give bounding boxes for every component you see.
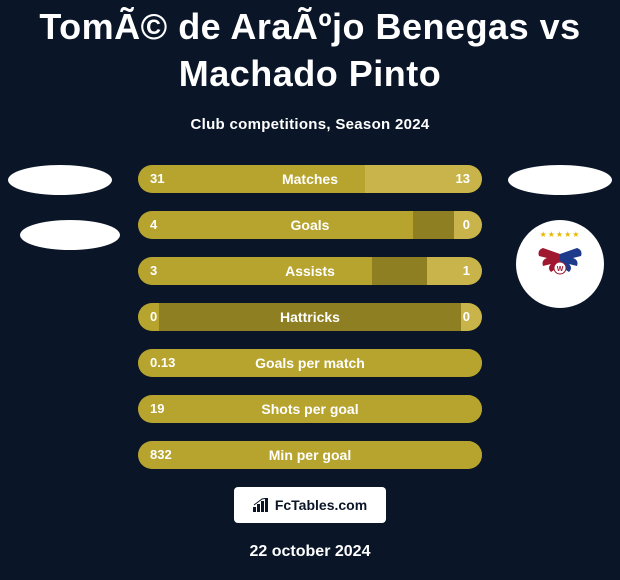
bar-chart-icon <box>253 498 271 512</box>
stat-row: 3113Matches <box>138 165 482 193</box>
club-badge-inner: ★★★★★ W <box>530 234 590 294</box>
club-badge-stars: ★★★★★ <box>530 230 590 239</box>
player-right-avatar <box>508 165 612 195</box>
stat-row: 40Goals <box>138 211 482 239</box>
comparison-infographic: TomÃ© de AraÃºjo Benegas vs Machado Pint… <box>0 0 620 580</box>
subtitle: Club competitions, Season 2024 <box>0 116 620 133</box>
club-badge-wings-icon: W <box>531 246 589 282</box>
player-left-avatar-1 <box>8 165 112 195</box>
svg-text:W: W <box>557 266 564 273</box>
comparison-bars: 3113Matches 40Goals 31Assists 00Hattricks 0.… <box>138 165 482 469</box>
player-left-avatar-2 <box>20 220 120 250</box>
stat-label: Assists <box>138 257 482 285</box>
stat-label: Hattricks <box>138 303 482 331</box>
stat-label: Goals <box>138 211 482 239</box>
brand-badge-content: FcTables.com <box>253 497 367 513</box>
stat-row: 00Hattricks <box>138 303 482 331</box>
stat-label: Shots per goal <box>138 395 482 423</box>
brand-name: FcTables.com <box>275 497 367 513</box>
stat-row: 832Min per goal <box>138 441 482 469</box>
stat-row: 19Shots per goal <box>138 395 482 423</box>
stat-row: 31Assists <box>138 257 482 285</box>
page-title: TomÃ© de AraÃºjo Benegas vs Machado Pint… <box>0 4 620 98</box>
stat-label: Min per goal <box>138 441 482 469</box>
content-area: ★★★★★ W 3113Matches 40Goals 31Assists 00Hat… <box>0 165 620 561</box>
brand-badge[interactable]: FcTables.com <box>234 487 386 523</box>
stat-row: 0.13Goals per match <box>138 349 482 377</box>
stat-label: Goals per match <box>138 349 482 377</box>
date-label: 22 october 2024 <box>0 543 620 561</box>
player-right-club-badge: ★★★★★ W <box>516 220 604 308</box>
stat-label: Matches <box>138 165 482 193</box>
